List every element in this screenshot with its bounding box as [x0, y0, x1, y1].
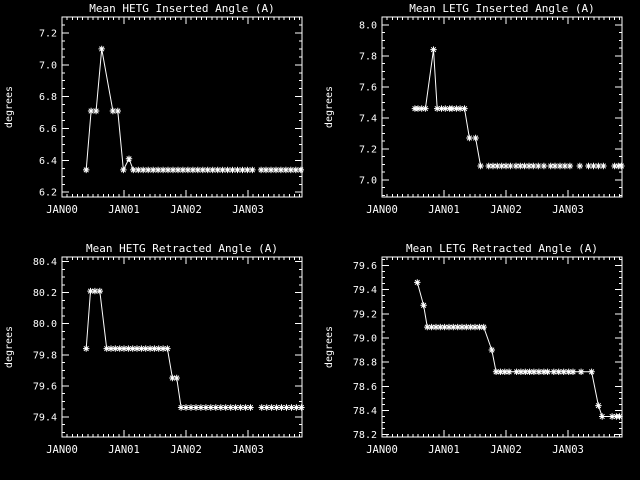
svg-text:6.8: 6.8	[39, 92, 57, 103]
y-axis-label: degrees	[324, 325, 335, 369]
svg-text:7.0: 7.0	[359, 175, 377, 186]
hetg-inserted-angle-chart: JAN00 JAN01 JAN02 JAN03 6.2 6.4 6.6 6.8 7.0 7.2	[39, 16, 304, 216]
svg-text:JAN01: JAN01	[108, 444, 140, 456]
svg-text:JAN03: JAN03	[232, 204, 264, 216]
svg-text:7.6: 7.6	[359, 82, 377, 93]
svg-text:JAN02: JAN02	[170, 444, 202, 456]
chart-title: Mean HETG Inserted Angle (A)	[89, 2, 275, 15]
y-axis-label: degrees	[4, 325, 15, 369]
svg-text:79.8: 79.8	[33, 350, 57, 361]
svg-text:78.8: 78.8	[353, 358, 377, 369]
svg-text:7.0: 7.0	[39, 60, 57, 71]
svg-text:78.6: 78.6	[353, 382, 377, 393]
svg-text:JAN00: JAN00	[46, 444, 78, 456]
svg-text:JAN02: JAN02	[490, 444, 522, 456]
svg-text:JAN03: JAN03	[232, 444, 264, 456]
svg-text:79.4: 79.4	[353, 285, 377, 296]
svg-text:79.4: 79.4	[33, 412, 57, 423]
svg-text:7.4: 7.4	[359, 113, 377, 124]
svg-text:80.0: 80.0	[33, 319, 57, 330]
svg-text:78.2: 78.2	[353, 430, 377, 441]
y-axis-label: degrees	[324, 85, 335, 129]
svg-text:JAN03: JAN03	[552, 444, 584, 456]
svg-text:JAN00: JAN00	[366, 204, 398, 216]
svg-text:78.4: 78.4	[353, 406, 377, 417]
svg-text:7.2: 7.2	[39, 28, 57, 39]
chart-title: Mean HETG Retracted Angle (A)	[85, 242, 279, 255]
panel-hetg-retracted: JAN00 JAN01 JAN02 JAN03 79.4 79.6 79.8 80.0 80.2…	[0, 240, 320, 480]
chart-title: Mean LETG Inserted Angle (A)	[409, 2, 595, 15]
svg-text:JAN01: JAN01	[108, 204, 140, 216]
letg-retracted-angle-chart: JAN00 JAN01 JAN02 JAN03 78.2 78.4 78.6 78.8 79.0…	[353, 256, 623, 456]
chart-title: Mean LETG Retracted Angle (A)	[405, 242, 599, 255]
svg-text:79.6: 79.6	[353, 261, 377, 272]
svg-text:6.2: 6.2	[39, 188, 57, 199]
svg-text:79.6: 79.6	[33, 381, 57, 392]
letg-inserted-angle-chart: JAN00 JAN01 JAN02 JAN03 7.0 7.2 7.4 7.6 7.8 8.0	[359, 16, 625, 216]
svg-text:7.8: 7.8	[359, 51, 377, 62]
svg-text:79.0: 79.0	[353, 333, 377, 344]
svg-text:8.0: 8.0	[359, 20, 377, 31]
svg-text:JAN00: JAN00	[46, 204, 78, 216]
panel-letg-inserted: JAN00 JAN01 JAN02 JAN03 7.0 7.2 7.4 7.6 7.8 8.0 M…	[320, 0, 640, 240]
panel-letg-retracted: JAN00 JAN01 JAN02 JAN03 78.2 78.4 78.6 78.8 79.0…	[320, 240, 640, 480]
svg-text:JAN02: JAN02	[490, 204, 522, 216]
svg-text:80.2: 80.2	[33, 288, 57, 299]
svg-text:JAN01: JAN01	[428, 444, 460, 456]
hetg-retracted-angle-chart: JAN00 JAN01 JAN02 JAN03 79.4 79.6 79.8 80.0 80.2…	[33, 256, 305, 456]
svg-text:79.2: 79.2	[353, 309, 377, 320]
svg-text:JAN02: JAN02	[170, 204, 202, 216]
svg-text:6.6: 6.6	[39, 124, 57, 135]
panel-hetg-inserted: JAN00 JAN01 JAN02 JAN03 6.2 6.4 6.6 6.8 7.0 7.2 M…	[0, 0, 320, 240]
svg-text:JAN00: JAN00	[366, 444, 398, 456]
svg-text:JAN01: JAN01	[428, 204, 460, 216]
y-axis-label: degrees	[4, 85, 15, 129]
svg-text:80.4: 80.4	[33, 257, 57, 268]
svg-text:JAN03: JAN03	[552, 204, 584, 216]
svg-text:7.2: 7.2	[359, 144, 377, 155]
svg-text:6.4: 6.4	[39, 156, 57, 167]
